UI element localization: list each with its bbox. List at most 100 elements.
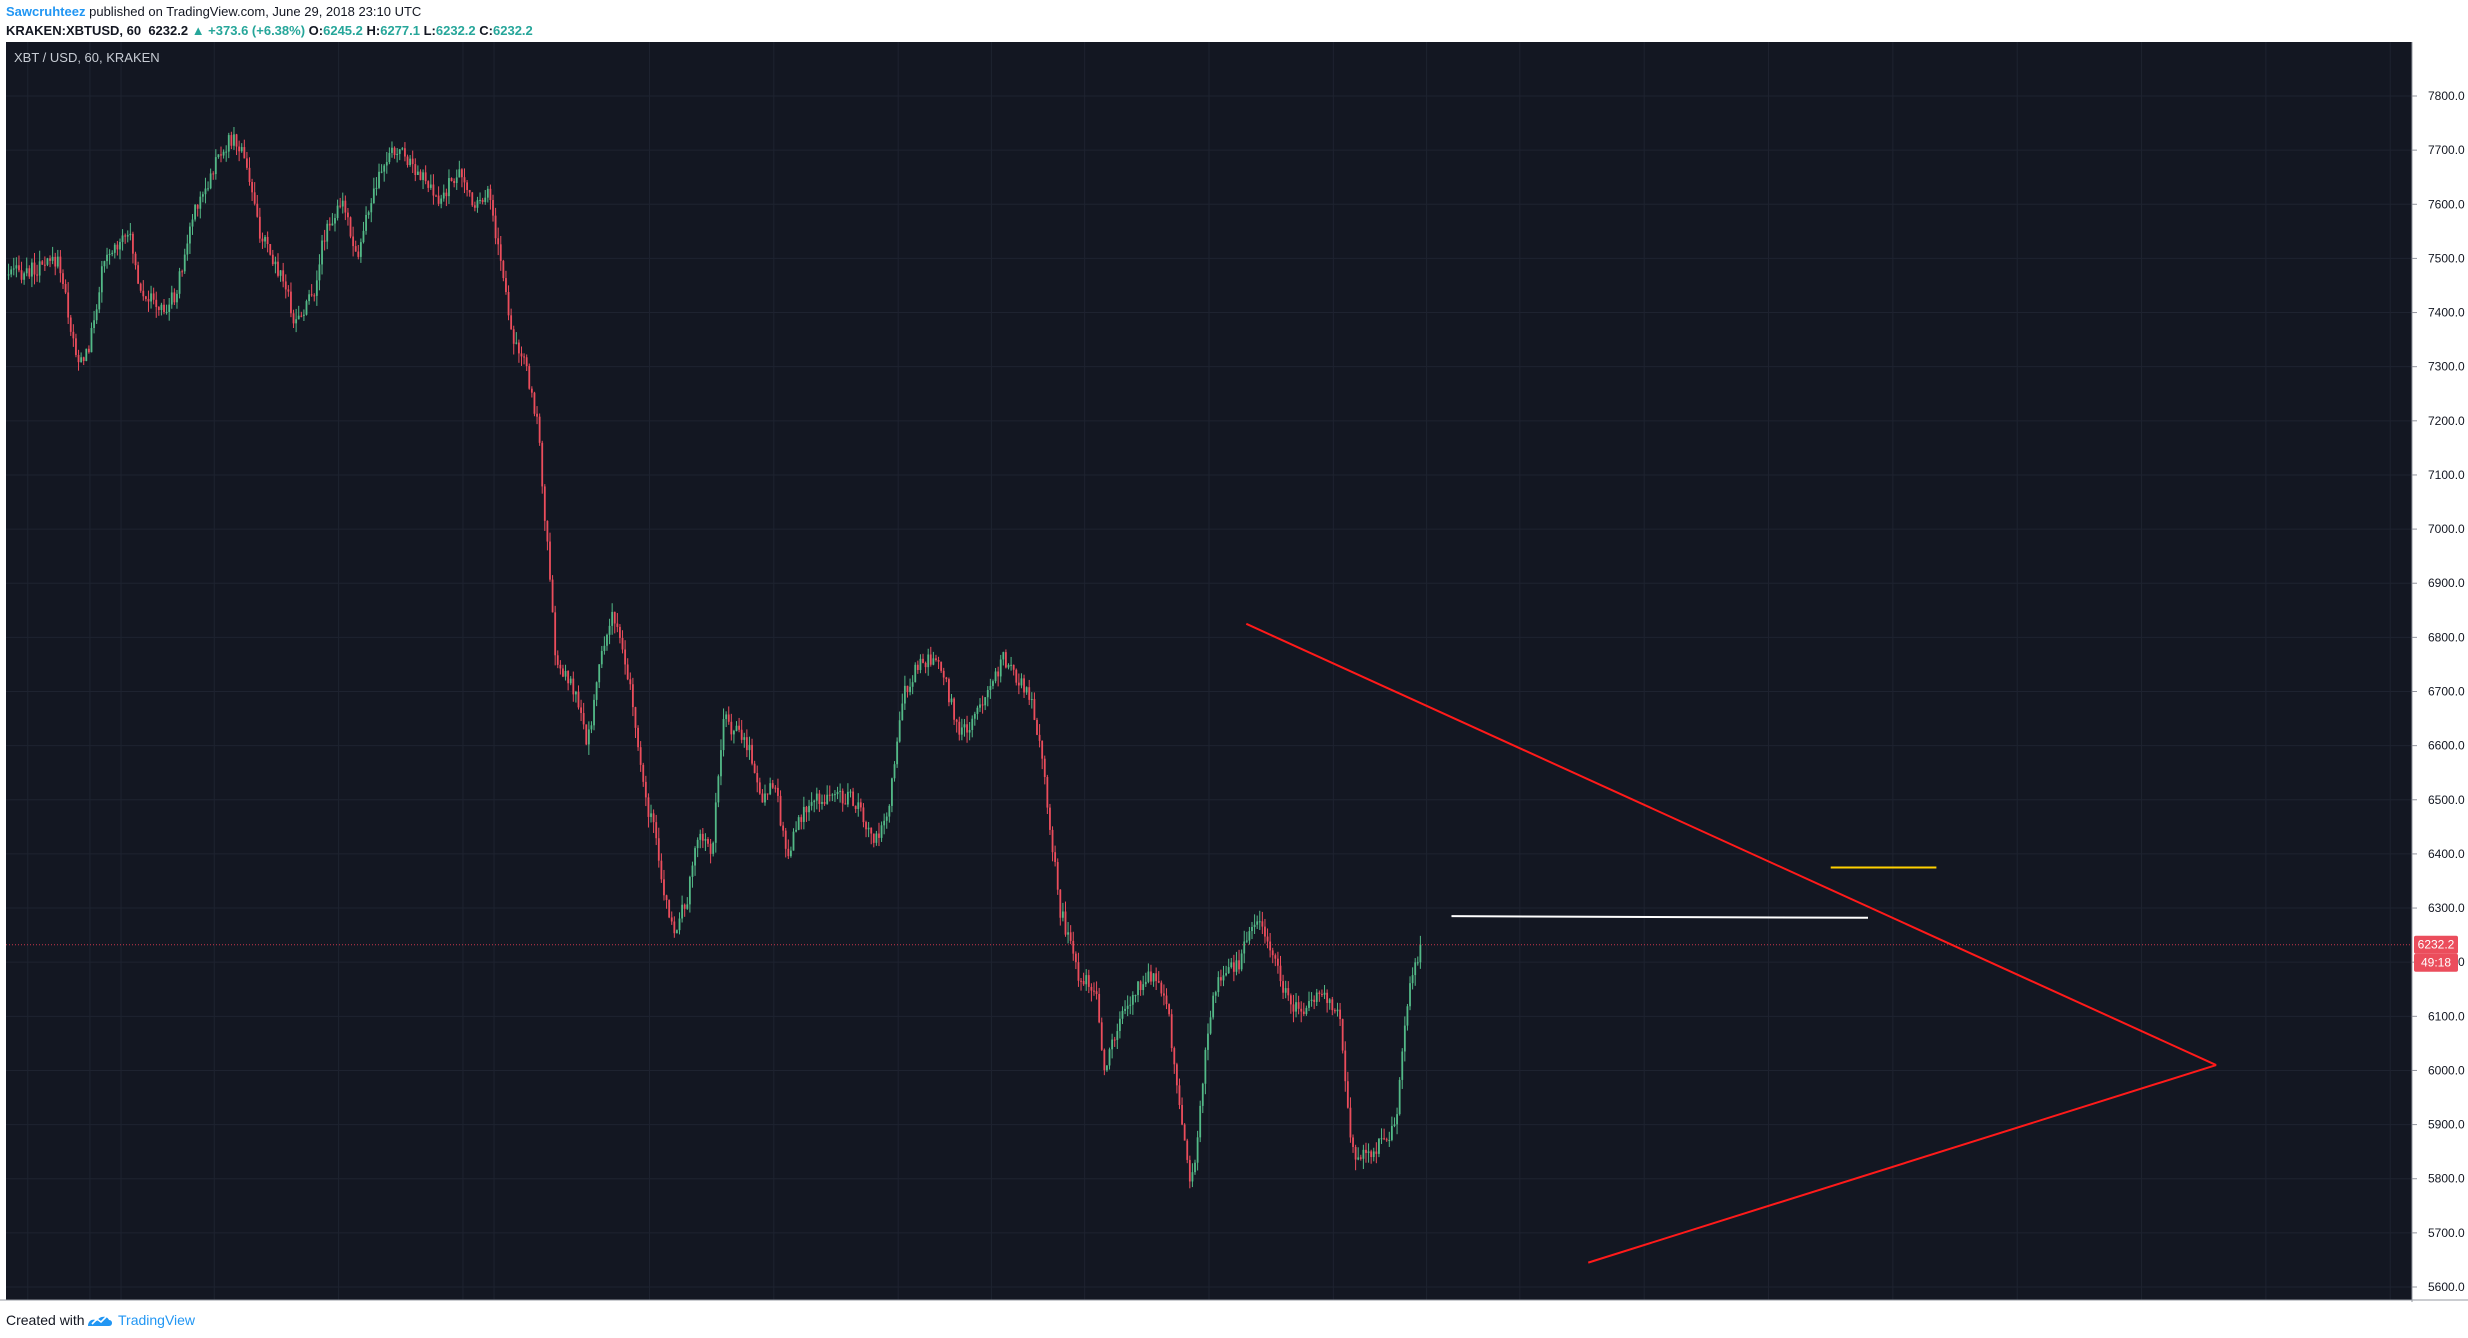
candle-body	[1129, 1004, 1132, 1006]
price-tick-label: 5800.0	[2428, 1172, 2465, 1186]
candle-body	[1321, 993, 1323, 995]
low-value: 6232.2	[435, 23, 476, 38]
candle-body	[243, 147, 246, 159]
candle-body	[686, 904, 689, 909]
candle-body	[745, 737, 748, 751]
candle-body	[1074, 953, 1077, 963]
candle-body	[191, 219, 194, 227]
candle-body	[699, 833, 702, 840]
candle-body	[1380, 1138, 1383, 1140]
resistance-line[interactable]	[1451, 915, 1869, 919]
candle-body	[217, 154, 220, 158]
candle-body	[901, 703, 904, 721]
candle-body	[559, 664, 562, 669]
candle-body	[530, 388, 533, 393]
candle-body	[1069, 932, 1072, 941]
falling-trendline[interactable]	[1245, 622, 2217, 1066]
candle-body	[992, 681, 994, 686]
candle-body	[173, 292, 176, 303]
candle-body	[805, 806, 808, 813]
candle-body	[580, 707, 582, 714]
candle-body	[1279, 965, 1282, 982]
open-value: 6245.2	[323, 23, 363, 38]
rising-trendline[interactable]	[1587, 1064, 2217, 1264]
candle-body	[611, 611, 614, 626]
candle-body	[370, 203, 373, 213]
candle-body	[536, 413, 538, 417]
candle-body	[261, 238, 264, 242]
candle-body	[473, 205, 476, 208]
candle-body	[23, 273, 26, 280]
last-price-value: 6232.2	[2418, 938, 2455, 952]
candle-body	[1010, 664, 1012, 666]
candle-body	[326, 223, 329, 242]
price-tick-label: 6000.0	[2428, 1063, 2465, 1077]
candle-body	[802, 806, 805, 822]
candle-body	[712, 842, 715, 854]
candle-body	[914, 664, 917, 683]
candle-body	[1111, 1039, 1114, 1050]
candle-body	[1227, 967, 1230, 974]
candle-body	[738, 725, 741, 730]
candle-body	[1390, 1125, 1393, 1140]
candle-body	[349, 217, 352, 237]
candle-body	[600, 650, 603, 665]
candle-body	[795, 829, 797, 832]
price-chart[interactable]: 5600.05700.05800.05900.06000.06100.06200…	[0, 42, 2468, 1302]
candle-body	[839, 790, 842, 792]
candle-body	[844, 803, 847, 805]
candle-body	[572, 678, 575, 695]
candle-body	[1087, 975, 1090, 987]
candle-body	[1049, 807, 1051, 830]
price-axis[interactable]: 5600.05700.05800.05900.06000.06100.06200…	[2411, 42, 2465, 1302]
candle-body	[935, 658, 937, 661]
candle-body	[841, 790, 844, 804]
candle-body	[1225, 973, 1228, 976]
candle-body	[1046, 776, 1049, 808]
candle-body	[948, 679, 950, 703]
candle-body	[650, 813, 652, 817]
candle-body	[810, 802, 813, 806]
candle-body	[160, 304, 163, 311]
candle-body	[305, 301, 308, 315]
candle-body	[1072, 940, 1075, 954]
candle-body	[834, 794, 836, 796]
candle-body	[963, 724, 966, 728]
candle-body	[1339, 1009, 1341, 1020]
candle-body	[997, 671, 1000, 677]
candle-body	[227, 135, 230, 152]
price-tick-label: 7700.0	[2428, 143, 2465, 157]
candle-body	[507, 292, 510, 316]
candle-body	[735, 725, 738, 731]
candle-body	[468, 189, 471, 193]
candle-body	[176, 293, 178, 303]
candle-body	[1157, 981, 1160, 983]
candle-body	[450, 178, 453, 182]
candle-body	[440, 198, 443, 204]
author-link[interactable]: Sawcruhteez	[6, 4, 86, 19]
candle-body	[945, 677, 948, 680]
candle-body	[137, 265, 140, 284]
candle-body	[334, 218, 336, 224]
candle-body	[619, 626, 621, 638]
candle-body	[1346, 1081, 1349, 1108]
candle-body	[1061, 911, 1064, 918]
candle-body	[1017, 682, 1020, 686]
tradingview-brand[interactable]: TradingView	[118, 1312, 196, 1328]
candle-body	[481, 199, 484, 202]
candle-body	[302, 314, 305, 316]
candle-body	[1144, 981, 1147, 985]
candle-body	[429, 184, 432, 188]
candle-body	[290, 291, 292, 314]
candle-body	[1181, 1104, 1183, 1125]
candle-body	[891, 778, 893, 806]
candle-body	[644, 781, 647, 798]
candle-body	[673, 921, 676, 934]
candle-body	[631, 684, 634, 708]
time-axis[interactable]: 30Jun12:0046812:0011131512:0018202212:00…	[0, 1299, 2468, 1302]
candle-body	[924, 662, 927, 668]
candle-body	[385, 162, 388, 166]
candle-body	[660, 860, 663, 880]
candle-body	[1354, 1147, 1357, 1160]
candle-body	[466, 182, 469, 190]
